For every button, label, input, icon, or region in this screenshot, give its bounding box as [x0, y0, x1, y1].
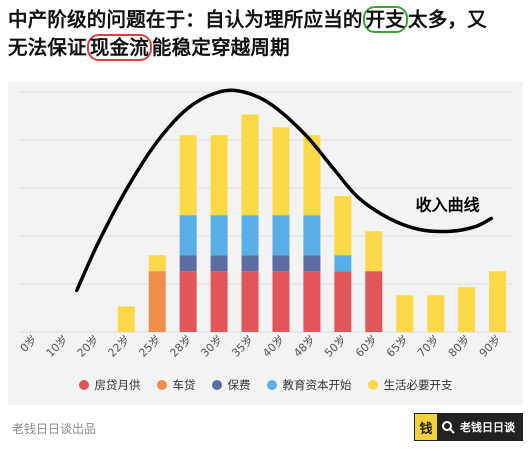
- x-tick-label: 65岁: [383, 332, 411, 360]
- headline-text: 中产阶级的问题在于：自认为理所应当的: [8, 8, 363, 31]
- bar-segment: [117, 306, 135, 332]
- x-tick-labels: 0岁 10岁 20岁 22岁 25岁 28岁 30岁 35岁 40岁 48岁 50岁 60岁 65岁 70…: [17, 332, 504, 360]
- bar-segment: [303, 215, 321, 256]
- bar-segment: [396, 295, 414, 332]
- bar-segment: [458, 287, 476, 332]
- bars: [117, 114, 507, 332]
- bar-segment: [179, 255, 197, 272]
- legend-swatch: [367, 380, 378, 390]
- bar-segment: [179, 271, 197, 332]
- bar-segment: [334, 271, 352, 332]
- x-tick-label: 90岁: [476, 332, 504, 360]
- legend-item: 教育资本开始: [266, 377, 352, 393]
- stacked-bar-chart: 0岁 10岁 20岁 22岁 25岁 28岁 30岁 35岁 40岁 48岁 50岁 60岁 65岁 70…: [17, 88, 513, 360]
- legend-swatch: [78, 380, 89, 390]
- bar-segment: [148, 255, 166, 272]
- income-curve-label: 收入曲线: [416, 195, 480, 214]
- legend-label: 生活必要开支: [383, 378, 453, 392]
- x-tick-label: 20岁: [74, 332, 102, 360]
- headline-text: 无法保证: [8, 36, 87, 59]
- brand-badge: 钱 老钱日日谈: [414, 413, 523, 441]
- chart-legend: 房贷月供 车贷 保费 教育资本开始 生活必要开支: [8, 374, 523, 396]
- legend-item: 车贷: [156, 377, 196, 393]
- headline-line-2: 无法保证 现金流 能稳定穿越周期: [8, 34, 523, 62]
- bar-segment: [303, 135, 321, 216]
- x-tick-label: 40岁: [260, 332, 288, 360]
- x-tick-label: 35岁: [229, 332, 257, 360]
- legend-swatch: [156, 380, 167, 390]
- bar-segment: [334, 196, 352, 256]
- bar-segment: [210, 255, 228, 272]
- headline: 中产阶级的问题在于：自认为理所应当的 开支 太多，又 无法保证 现金流 能稳定穿越周期: [8, 6, 523, 62]
- legend-label: 房贷月供: [94, 378, 141, 392]
- x-tick-label: 22岁: [105, 332, 133, 360]
- x-tick-label: 70岁: [414, 332, 442, 360]
- bar-segment: [210, 271, 228, 332]
- bar-segment: [179, 215, 197, 256]
- bar-segment: [489, 271, 507, 332]
- bar-segment: [334, 255, 352, 272]
- bar-segment: [179, 135, 197, 216]
- bar-segment: [241, 255, 259, 272]
- bar-segment: [241, 271, 259, 332]
- x-tick-label: 50岁: [321, 332, 349, 360]
- legend-swatch: [266, 380, 277, 390]
- highlight-cashflow: 现金流: [86, 34, 152, 61]
- bar-segment: [272, 215, 290, 256]
- bar-segment: [365, 271, 383, 332]
- bar-segment: [210, 135, 228, 216]
- x-tick-label: 30岁: [198, 332, 226, 360]
- bar-segment: [427, 295, 445, 332]
- x-tick-label: 0岁: [17, 332, 40, 355]
- highlight-spending: 开支: [362, 6, 409, 33]
- income-curve: [75, 88, 494, 293]
- headline-line-1: 中产阶级的问题在于：自认为理所应当的 开支 太多，又: [8, 6, 523, 34]
- x-tick-label: 80岁: [445, 332, 473, 360]
- x-tick-label: 25岁: [136, 332, 164, 360]
- bar-segment: [241, 114, 259, 216]
- bar-segment: [241, 215, 259, 256]
- legend-item: 生活必要开支: [367, 377, 453, 393]
- bar-segment: [210, 215, 228, 256]
- bar-segment: [365, 231, 383, 272]
- x-tick-label: 10岁: [43, 332, 71, 360]
- brand-logo: 钱: [415, 414, 438, 440]
- legend-item: 房贷月供: [78, 377, 141, 393]
- bar-segment: [272, 127, 290, 216]
- legend-label: 保费: [227, 378, 251, 392]
- legend-swatch: [211, 380, 222, 390]
- legend-label: 教育资本开始: [282, 378, 352, 392]
- source-credit: 老钱日日谈出品: [12, 422, 97, 436]
- x-tick-label: 48岁: [290, 332, 318, 360]
- x-tick-label: 28岁: [167, 332, 195, 360]
- headline-text: 能稳定穿越周期: [151, 36, 290, 59]
- bar-segment: [303, 271, 321, 332]
- chart-panel: 0岁 10岁 20岁 22岁 25岁 28岁 30岁 35岁 40岁 48岁 50岁 60岁 65岁 70…: [8, 82, 523, 405]
- x-tick-label: 60岁: [352, 332, 380, 360]
- bar-segment: [148, 271, 166, 332]
- bar-segment: [272, 255, 290, 272]
- brand-name: 老钱日日谈: [458, 414, 522, 440]
- legend-label: 车贷: [172, 378, 196, 392]
- headline-text: 太多，又: [408, 8, 487, 31]
- search-icon: [438, 414, 458, 440]
- legend-item: 保费: [211, 377, 251, 393]
- bar-segment: [303, 255, 321, 272]
- bar-segment: [272, 271, 290, 332]
